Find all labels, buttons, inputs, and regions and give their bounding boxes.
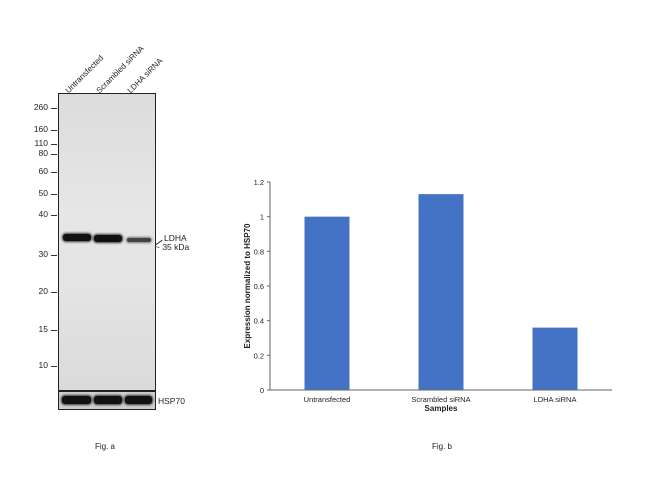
bar-ldha-sirna [532, 327, 578, 390]
band-label: LDHA [164, 233, 187, 243]
mw-marker-15: 15 [38, 324, 48, 334]
mw-tick [51, 130, 57, 131]
mw-tick [51, 292, 57, 293]
x-tick-label: Scrambled siRNA [411, 395, 470, 404]
mw-marker-10: 10 [38, 360, 48, 370]
y-axis-title: Expression normalized to HSP70 [243, 223, 252, 348]
band-ldha-knockdown [127, 238, 151, 242]
bar-scrambled-sirna [418, 194, 464, 390]
loading-control-label: HSP70 [158, 396, 185, 406]
y-tick-label: 0.2 [254, 351, 264, 360]
band-hsp70-untransfected [62, 396, 91, 404]
mw-marker-160: 160 [33, 124, 48, 134]
mw-tick [51, 194, 57, 195]
x-axis-title: Samples [425, 404, 458, 413]
mw-tick [51, 330, 57, 331]
band-ldha-scrambled [94, 235, 122, 242]
mw-tick [51, 215, 57, 216]
figure-caption-b: Fig. b [432, 442, 453, 451]
blot-membrane [58, 93, 156, 391]
y-tick-label: 1 [260, 213, 264, 222]
mw-marker-20: 20 [38, 286, 48, 296]
mw-marker-60: 60 [38, 166, 48, 176]
bar-untransfected [304, 216, 350, 390]
x-tick-label: LDHA siRNA [534, 395, 577, 404]
mw-tick [51, 108, 57, 109]
mw-marker-80: 80 [38, 148, 48, 158]
mw-marker-260: 260 [33, 102, 48, 112]
mw-tick [51, 255, 57, 256]
y-axis-ticks: 0 0.2 0.4 0.6 0.8 1 1.2 [254, 178, 270, 395]
mw-tick [51, 172, 57, 173]
band-size-label: ~ 35 kDa [155, 242, 190, 252]
y-tick-label: 0.4 [254, 317, 264, 326]
mw-marker-50: 50 [38, 188, 48, 198]
band-hsp70-knockdown [125, 396, 152, 404]
mw-marker-110: 110 [34, 138, 48, 148]
mw-marker-30: 30 [38, 249, 48, 259]
y-tick-label: 0.8 [254, 247, 264, 256]
y-tick-label: 0 [260, 386, 264, 395]
loading-control-membrane [58, 391, 156, 410]
mw-tick [51, 154, 57, 155]
mw-tick [51, 366, 57, 367]
x-tick-label: Untransfected [304, 395, 351, 404]
band-ldha-untransfected [63, 234, 91, 241]
band-hsp70-scrambled [94, 396, 122, 404]
mw-tick [51, 144, 57, 145]
figure-caption-a: Fig. a [95, 442, 116, 451]
y-tick-label: 0.6 [254, 282, 264, 291]
y-tick-label: 1.2 [254, 178, 264, 187]
bars [304, 194, 578, 390]
x-axis-tick-labels: Untransfected Scrambled siRNA LDHA siRNA [304, 395, 577, 404]
mw-marker-40: 40 [38, 209, 48, 219]
